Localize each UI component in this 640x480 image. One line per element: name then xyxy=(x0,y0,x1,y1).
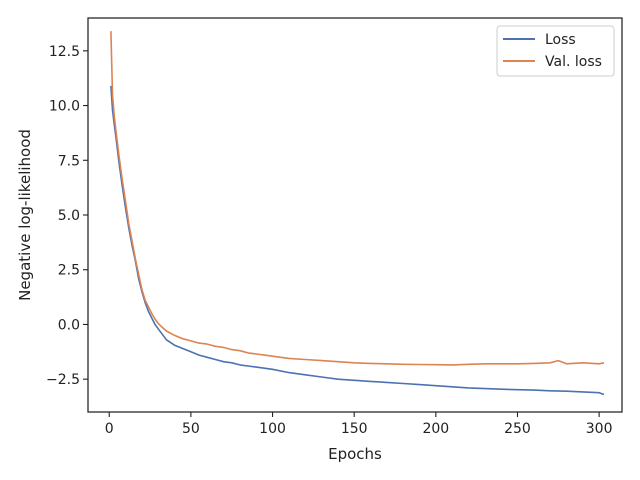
y-tick-label: 5.0 xyxy=(58,208,80,224)
y-axis-label: Negative log-likelihood xyxy=(16,129,34,301)
plot-lines xyxy=(110,31,605,396)
x-tick-label: 0 xyxy=(105,421,114,437)
x-tick-label: 50 xyxy=(182,421,200,437)
y-tick-label: 7.5 xyxy=(58,153,80,169)
y-tick-label: −2.5 xyxy=(46,372,80,388)
y-tick-label: 2.5 xyxy=(58,263,80,279)
x-axis-label: Epochs xyxy=(328,445,382,463)
y-tick-label: 0.0 xyxy=(58,317,80,333)
x-tick-label: 200 xyxy=(422,421,449,437)
x-tick-label: 250 xyxy=(504,421,531,437)
y-tick-label: 12.5 xyxy=(49,44,80,60)
x-tick-label: 100 xyxy=(259,421,286,437)
legend-label-loss: Loss xyxy=(545,32,576,48)
y-axis-ticks: −2.5 0.0 2.5 5.0 7.5 10.0 12.5 xyxy=(46,44,88,388)
legend-label-val-loss: Val. loss xyxy=(545,54,602,70)
x-axis-ticks: 0 50 100 150 200 250 300 xyxy=(105,412,613,437)
y-tick-label: 10.0 xyxy=(49,99,80,115)
legend: Loss Val. loss xyxy=(496,25,615,77)
x-tick-label: 150 xyxy=(341,421,368,437)
x-tick-label: 300 xyxy=(586,421,613,437)
series-line-val-loss xyxy=(110,31,605,366)
